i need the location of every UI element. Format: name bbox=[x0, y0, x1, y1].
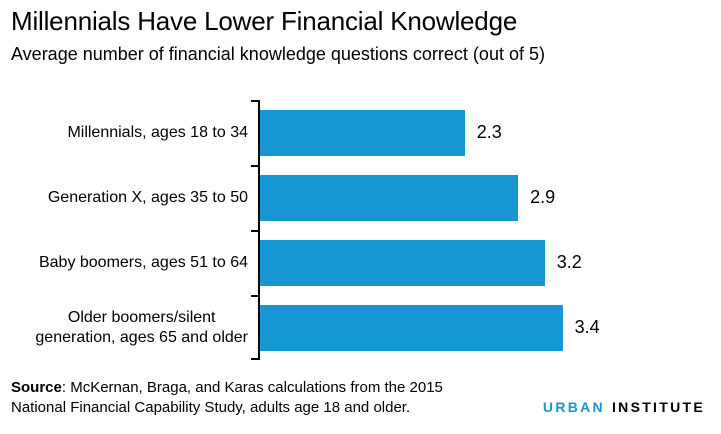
category-label-cell: Millennials, ages 18 to 34 bbox=[0, 123, 258, 143]
source-note: Source: McKernan, Braga, and Karas calcu… bbox=[11, 378, 447, 419]
chart-row: Baby boomers, ages 51 to 64 3.2 bbox=[0, 230, 721, 295]
category-label: Older boomers/silent generation, ages 65… bbox=[35, 308, 248, 346]
logo-word-urban: URBAN bbox=[542, 399, 605, 415]
bar bbox=[260, 109, 465, 156]
chart-row: Millennials, ages 18 to 34 2.3 bbox=[0, 100, 721, 165]
source-label: Source bbox=[11, 379, 62, 396]
value-label: 2.3 bbox=[476, 122, 502, 142]
category-label-cell: Generation X, ages 35 to 50 bbox=[0, 188, 258, 208]
source-text: : McKernan, Braga, and Karas calculation… bbox=[11, 379, 443, 417]
logo-word-institute: INSTITUTE bbox=[611, 399, 705, 415]
axis-tick bbox=[251, 100, 258, 102]
chart-row: Generation X, ages 35 to 50 2.9 bbox=[0, 165, 721, 230]
bar-cell: 2.3 bbox=[260, 100, 502, 165]
value-label: 3.2 bbox=[556, 252, 582, 272]
axis-tick bbox=[251, 230, 258, 232]
chart-title: Millennials Have Lower Financial Knowled… bbox=[11, 6, 518, 36]
category-label-cell: Older boomers/silent generation, ages 65… bbox=[0, 308, 258, 348]
y-axis-line bbox=[258, 100, 260, 360]
urban-institute-logo: URBAN INSTITUTE bbox=[543, 399, 705, 415]
category-label: Generation X, ages 35 to 50 bbox=[47, 188, 248, 206]
category-label: Baby boomers, ages 51 to 64 bbox=[38, 253, 248, 271]
chart-subtitle: Average number of financial knowledge qu… bbox=[11, 44, 545, 64]
value-label: 2.9 bbox=[530, 187, 556, 207]
bar-cell: 3.2 bbox=[260, 230, 582, 295]
value-label: 3.4 bbox=[574, 317, 600, 337]
axis-tick bbox=[251, 165, 258, 167]
bar bbox=[260, 304, 563, 351]
bar bbox=[260, 239, 545, 286]
chart-row: Older boomers/silent generation, ages 65… bbox=[0, 295, 721, 360]
category-label: Millennials, ages 18 to 34 bbox=[67, 123, 248, 141]
bar-chart: Millennials, ages 18 to 34 2.3 Generation … bbox=[0, 100, 721, 360]
bar-cell: 2.9 bbox=[260, 165, 555, 230]
bar-cell: 3.4 bbox=[260, 295, 600, 360]
bar bbox=[260, 174, 519, 221]
category-label-cell: Baby boomers, ages 51 to 64 bbox=[0, 253, 258, 273]
axis-tick bbox=[251, 295, 258, 297]
axis-tick bbox=[251, 358, 258, 360]
